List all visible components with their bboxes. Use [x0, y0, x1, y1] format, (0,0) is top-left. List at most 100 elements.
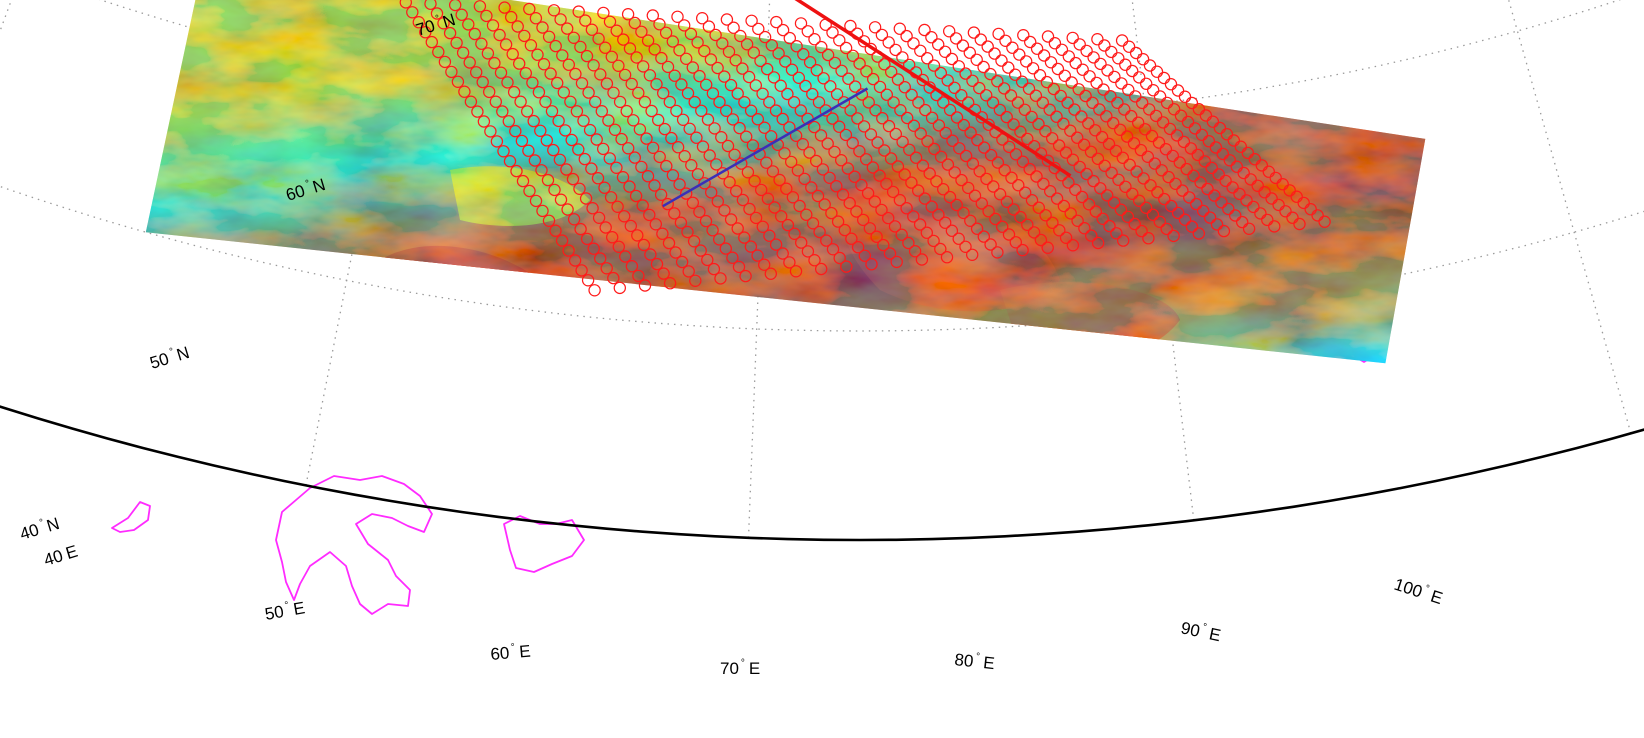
footprint-circle: [613, 281, 627, 295]
footprint-circle: [1007, 118, 1020, 131]
footprint-circle: [882, 119, 896, 133]
footprint-circle: [887, 96, 900, 109]
footprint-circle: [1234, 140, 1248, 153]
ground-tracks: [662, 0, 1072, 208]
footprint-circle: [980, 89, 993, 102]
footprint-circle: [828, 145, 841, 159]
footprint-circle: [445, 65, 458, 79]
footprint-circle: [412, 16, 425, 29]
footprint-circle: [1091, 236, 1105, 250]
footprint-circle: [514, 95, 527, 108]
footprint-circle: [902, 236, 915, 250]
footprint-circle: [896, 135, 909, 149]
footprint-circle: [1293, 217, 1306, 231]
footprint-circle: [507, 85, 521, 99]
footprint-circle: [706, 223, 719, 237]
footprint-circle: [1045, 132, 1059, 145]
footprint-circle: [670, 104, 683, 118]
footprint-column: [745, 14, 954, 264]
footprint-circle: [796, 137, 810, 151]
footprint-circle: [646, 9, 660, 22]
footprint-circle: [957, 206, 970, 220]
footprint-circle: [406, 6, 419, 19]
footprint-circle: [945, 224, 959, 237]
footprint-circle: [955, 88, 968, 102]
footprint-circle: [798, 172, 811, 186]
footprint-circle: [1258, 185, 1271, 199]
footprint-circle: [764, 267, 778, 280]
footprint-circle: [633, 123, 647, 136]
footprint-circle: [1268, 220, 1281, 233]
footprint-circle: [1122, 83, 1135, 97]
footprint-circle: [826, 26, 839, 39]
footprint-circle: [437, 17, 450, 30]
footprint-circle: [681, 225, 694, 239]
footprint-circle: [821, 48, 835, 62]
footprint-column: [819, 18, 1029, 257]
footprint-circle: [650, 257, 664, 271]
footprint-column: [1017, 29, 1231, 238]
footprint-circle: [760, 156, 773, 169]
footprint-circle: [838, 223, 852, 237]
footprint-circle: [882, 36, 895, 49]
footprint-circle: [668, 207, 681, 220]
footprint-circle: [641, 169, 655, 183]
footprint-circle: [470, 66, 483, 79]
footprint-circle: [801, 245, 815, 258]
footprint-circle: [1113, 123, 1127, 137]
footprint-circle: [1077, 138, 1091, 151]
footprint-circle: [463, 56, 476, 69]
footprint-circle: [468, 27, 481, 41]
footprint-circle: [1041, 30, 1055, 43]
footprint-circle: [722, 45, 736, 59]
footprint-circle: [791, 164, 805, 177]
footprint-circle: [1069, 183, 1082, 196]
footprint-circle: [655, 51, 668, 65]
footprint-circle: [652, 113, 665, 127]
footprint-circle: [579, 14, 592, 27]
footprint-circle: [1228, 209, 1242, 222]
footprint-circle: [624, 219, 638, 233]
footprint-circle: [776, 112, 789, 126]
footprint-circle: [891, 73, 905, 86]
footprint-circle: [833, 120, 846, 133]
footprint-circle: [1142, 231, 1155, 245]
footprint-circle: [1039, 124, 1052, 138]
footprint-circle: [527, 114, 540, 128]
footprint-circle: [1195, 128, 1209, 141]
footprint-circle: [1040, 75, 1054, 89]
footprint-circle: [471, 105, 484, 118]
footprint-circle: [1132, 71, 1146, 84]
footprint-circle: [982, 204, 995, 218]
footprint-circle: [820, 234, 833, 247]
footprint-circle: [752, 22, 765, 36]
footprint-circle: [629, 189, 643, 203]
image-feature-6: [1100, 351, 1152, 364]
footprint-circle: [845, 232, 858, 245]
footprint-circle: [1144, 179, 1157, 192]
footprint-circle: [690, 131, 703, 144]
footprint-column: [449, 0, 652, 292]
footprint-circle: [696, 12, 709, 25]
footprint-circle: [785, 63, 799, 76]
footprint-circle: [1181, 115, 1195, 129]
footprint-circle: [643, 69, 657, 82]
footprint-circle: [734, 29, 747, 43]
footprint-circle: [1029, 89, 1043, 102]
footprint-circle: [1139, 77, 1153, 91]
footprint-circle: [839, 41, 853, 55]
footprint-circle: [458, 85, 471, 98]
footprint-circle: [661, 60, 675, 74]
footprint-circle: [685, 158, 698, 172]
footprint-circle: [638, 95, 652, 109]
footprint-circle: [978, 141, 991, 154]
footprint-circle: [959, 149, 973, 163]
footprint-circle: [663, 277, 677, 290]
footprint-circle: [955, 173, 968, 187]
footprint-circle: [582, 86, 595, 99]
footprint-circle: [637, 238, 651, 252]
footprint-circle: [826, 112, 839, 125]
footprint-circle: [873, 80, 887, 94]
footprint-circle: [1100, 110, 1113, 123]
footprint-circle: [1039, 209, 1052, 222]
